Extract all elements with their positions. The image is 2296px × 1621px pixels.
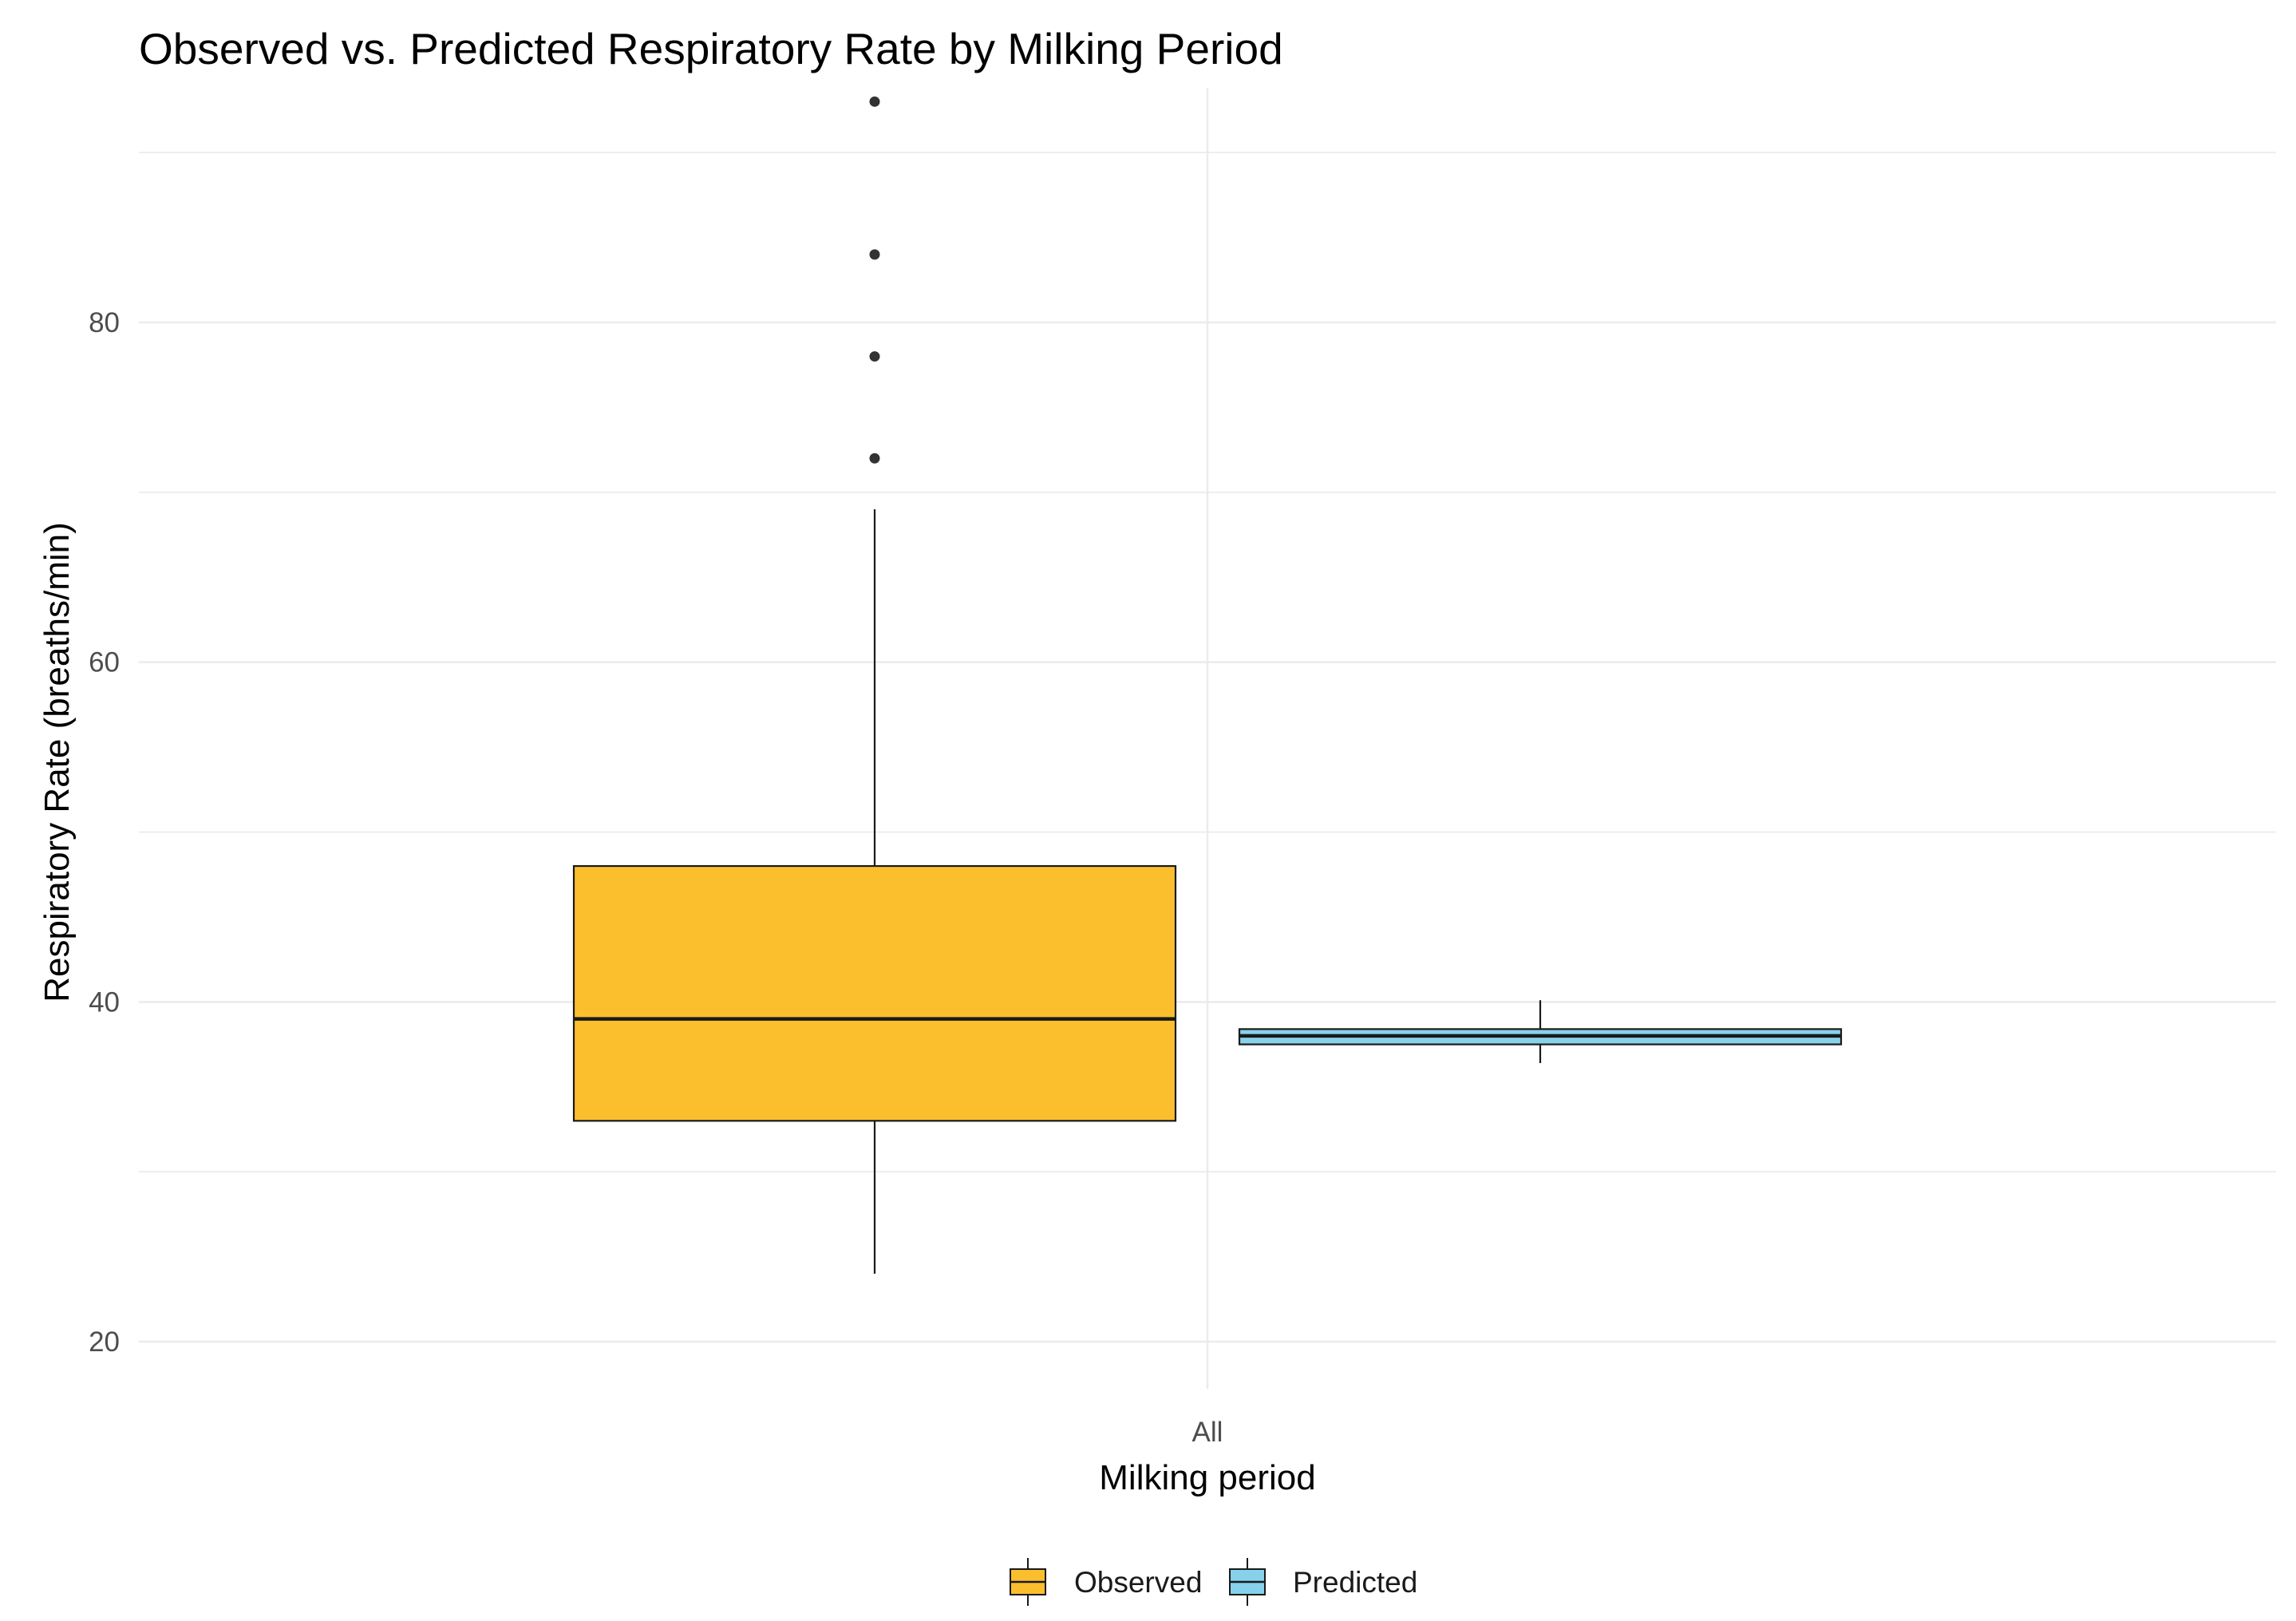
outlier-point [869,453,880,464]
box-iqr [572,864,1177,1122]
y-tick-label: 40 [89,986,120,1018]
outlier-point [869,351,880,362]
x-axis-title: Milking period [1099,1458,1315,1497]
outlier-point [869,249,880,260]
y-axis-ticks: 20 40 60 80 [89,307,120,1358]
legend-label: Observed [1074,1566,1202,1599]
legend-item-predicted: Predicted [1229,1558,1417,1606]
legend: Observed Predicted [1010,1558,1417,1606]
grid [139,88,2276,1389]
boxes [572,96,1843,1274]
y-tick-label: 60 [89,647,120,678]
y-tick-label: 80 [89,307,120,338]
y-tick-label: 20 [89,1326,120,1358]
legend-item-observed: Observed [1010,1558,1202,1606]
box-observed [572,96,1177,1274]
box-predicted [1238,1000,1843,1063]
chart-title: Observed vs. Predicted Respiratory Rate … [139,24,1283,73]
outlier-point [869,96,880,107]
y-axis-title: Respiratory Rate (breaths/min) [38,522,77,1002]
x-tick-label: All [1192,1417,1223,1448]
legend-label: Predicted [1293,1566,1417,1599]
